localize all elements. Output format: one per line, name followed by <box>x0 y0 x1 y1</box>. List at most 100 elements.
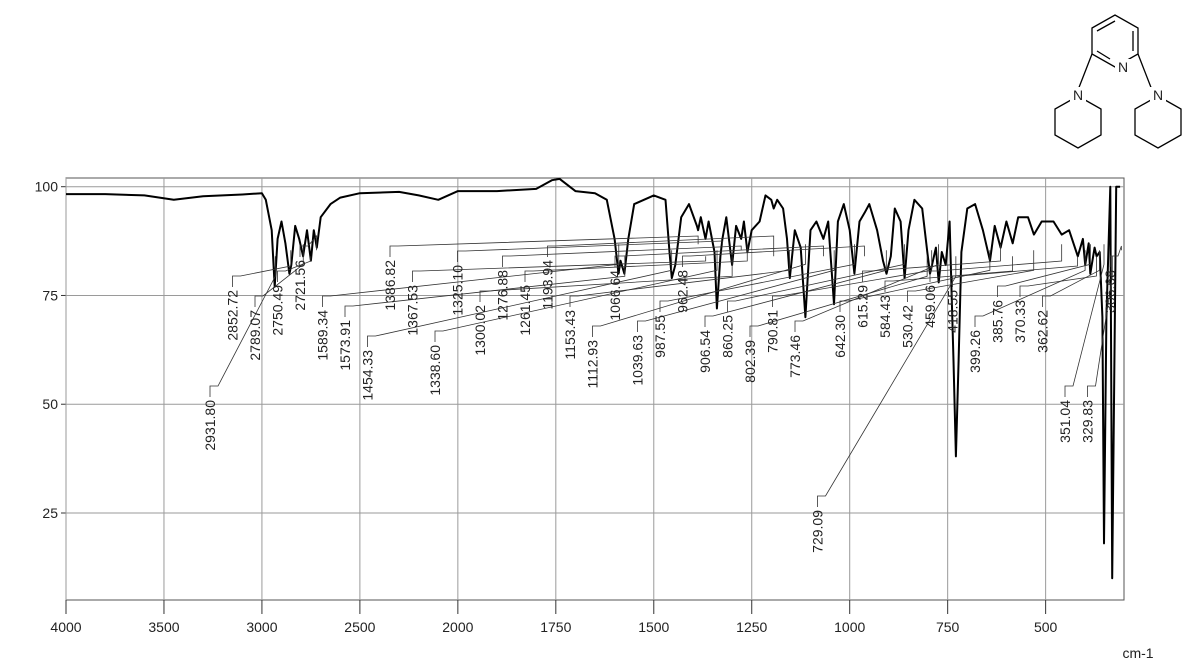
bond <box>1077 53 1093 91</box>
peak-leader <box>704 250 887 327</box>
peak-leader <box>614 245 824 267</box>
peak-label: 987.55 <box>652 315 668 358</box>
peak-label: 1193.94 <box>540 260 556 310</box>
peak-leader <box>277 256 312 282</box>
peak-leader <box>367 250 673 347</box>
peak-leader <box>502 245 742 267</box>
peak-label: 1325.10 <box>450 265 466 316</box>
x-tick-label: 2500 <box>344 619 375 635</box>
x-tick-label: 1250 <box>736 619 767 635</box>
piperidine-ring <box>1054 95 1102 149</box>
x-tick-label: 1500 <box>638 619 669 635</box>
peak-leader <box>929 244 1063 282</box>
label-bg <box>1115 59 1131 75</box>
peak-label: 1066.64 <box>607 270 623 321</box>
atom-label: N <box>1073 87 1083 103</box>
peak-leader <box>997 244 1091 297</box>
peak-leader <box>569 250 790 307</box>
peak-label: 584.43 <box>877 295 893 338</box>
x-tick-label: 3000 <box>246 619 277 635</box>
peak-leader <box>299 234 317 257</box>
peak-label: 385.76 <box>990 300 1006 343</box>
peak-label: 2852.72 <box>225 290 241 341</box>
peak-label: 459.06 <box>922 285 938 328</box>
piperidine-ring <box>1134 95 1182 149</box>
peak-leader <box>412 256 707 282</box>
peak-leader <box>659 244 855 312</box>
peak-label: 2750.49 <box>270 285 286 336</box>
y-tick-label: 75 <box>42 287 58 303</box>
y-tick-label: 50 <box>42 396 58 412</box>
x-tick-label: 1000 <box>834 619 865 635</box>
x-tick-label: 1750 <box>540 619 571 635</box>
x-axis-label: cm-1 <box>1122 645 1153 661</box>
peak-leader <box>434 250 718 342</box>
peak-leader <box>322 244 620 307</box>
peak-label: 1338.60 <box>427 345 443 396</box>
peak-label: 1386.82 <box>382 260 398 311</box>
peak-leader <box>344 256 626 317</box>
peak-label: 2721.56 <box>292 260 308 311</box>
label-bg <box>1070 87 1086 103</box>
peak-label: 351.04 <box>1057 400 1073 443</box>
peak-label: 329.83 <box>1080 400 1096 443</box>
peak-leader <box>1109 245 1122 267</box>
peak-label: 370.33 <box>1012 300 1028 343</box>
peak-leader <box>1087 256 1113 397</box>
peak-leader <box>952 256 1078 287</box>
peak-leader <box>682 245 865 267</box>
peak-leader <box>209 256 276 397</box>
bond <box>1096 20 1116 32</box>
peak-label: 642.30 <box>832 315 848 358</box>
peak-label: 1112.93 <box>585 340 601 389</box>
peak-leader <box>884 256 1013 292</box>
peak-leader <box>727 244 905 312</box>
peak-label: 1589.34 <box>315 310 331 361</box>
molecule: N N N <box>1054 14 1182 149</box>
peak-label: 1261.45 <box>517 285 533 336</box>
x-tick-label: 2000 <box>442 619 473 635</box>
peak-label: 1153.43 <box>562 310 578 360</box>
peak-leader <box>637 250 835 332</box>
peak-leader <box>862 244 1001 282</box>
peak-label: 1454.33 <box>360 350 376 401</box>
peak-label: 790.81 <box>765 310 781 353</box>
peak-label: 1300.02 <box>472 305 488 356</box>
spectrum-line <box>66 177 1121 580</box>
y-tick-label: 25 <box>42 505 58 521</box>
peak-label: 1367.53 <box>405 285 421 336</box>
peak-leader <box>592 244 806 337</box>
peak-label: 2931.80 <box>202 400 218 451</box>
label-bg <box>1150 87 1166 103</box>
atom-label: N <box>1118 59 1128 75</box>
peak-label: 399.26 <box>967 330 983 373</box>
peak-leader <box>749 256 928 337</box>
peak-label: 729.09 <box>810 510 826 553</box>
peak-label: 962.48 <box>675 270 691 313</box>
x-tick-label: 500 <box>1034 619 1058 635</box>
y-tick-label: 100 <box>35 179 59 195</box>
peak-leader <box>389 235 699 257</box>
peak-label: 860.25 <box>720 315 736 358</box>
peak-label: 2789.07 <box>247 310 263 361</box>
peak-leader <box>1064 244 1105 397</box>
peak-leader <box>1019 256 1097 297</box>
peak-label: 362.62 <box>1035 310 1051 353</box>
peak-leader <box>794 244 939 332</box>
peak-leader <box>1042 250 1100 307</box>
peak-leader <box>839 250 991 312</box>
peak-label: 306.68 <box>1102 270 1118 313</box>
peak-leader <box>457 240 723 262</box>
peak-label: 530.42 <box>900 305 916 348</box>
peak-label: 615.29 <box>855 285 871 328</box>
peak-leader <box>232 250 292 287</box>
peak-leader <box>772 250 933 307</box>
peak-leader <box>524 244 748 282</box>
peak-leader <box>254 244 304 307</box>
bond <box>1096 50 1111 60</box>
x-tick-label: 4000 <box>50 619 81 635</box>
atom-label: N <box>1153 87 1163 103</box>
peak-label: 773.46 <box>787 335 803 378</box>
peak-label: 1039.63 <box>630 335 646 386</box>
